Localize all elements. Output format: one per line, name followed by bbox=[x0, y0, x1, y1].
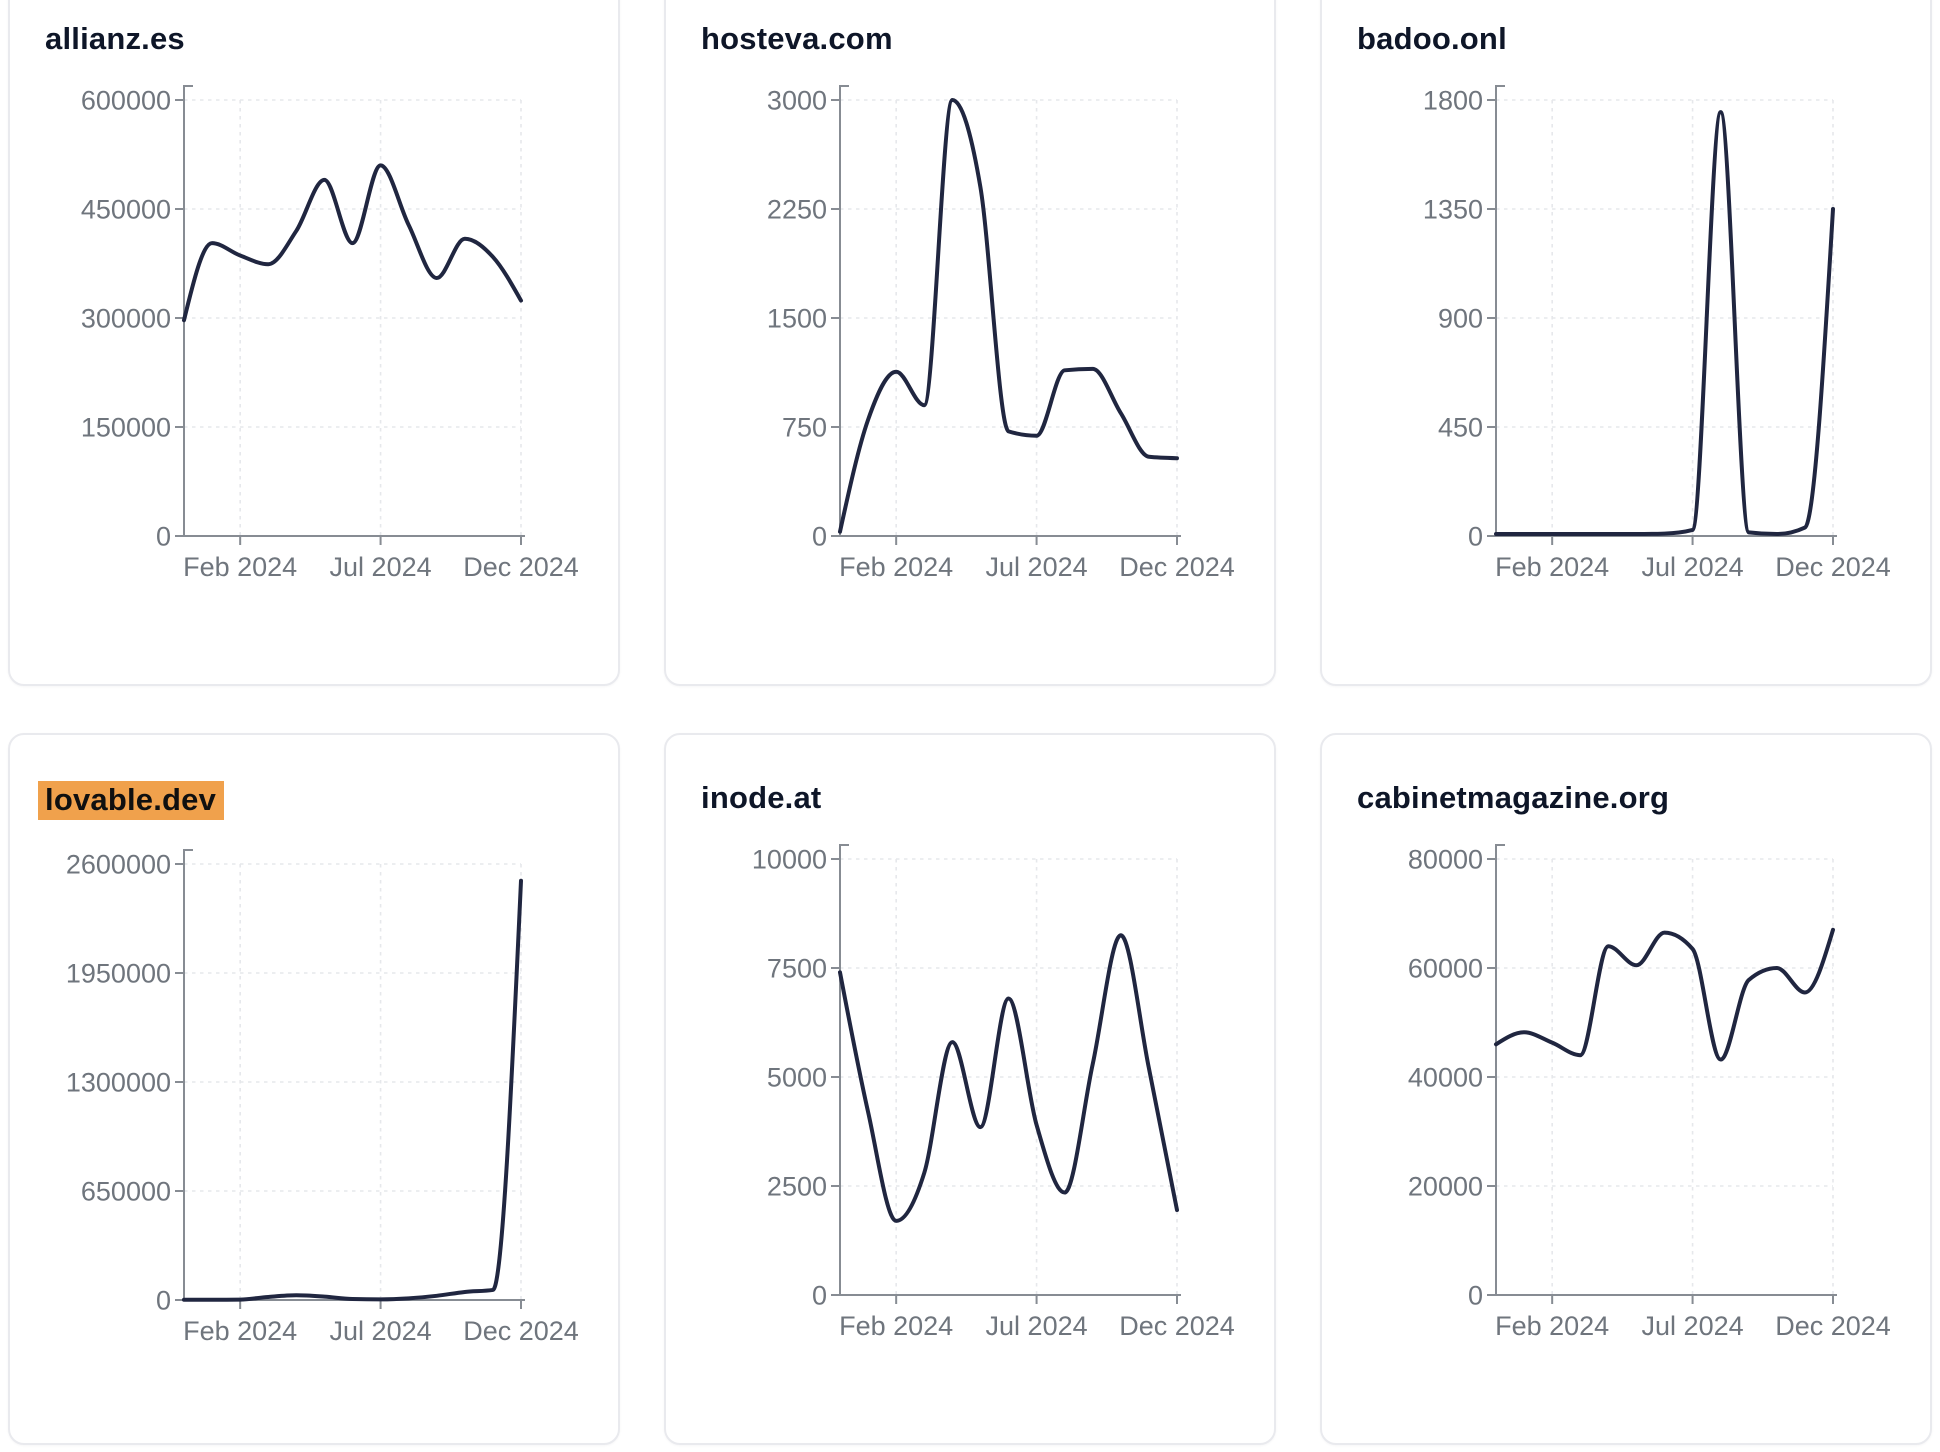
axes bbox=[831, 844, 1181, 1304]
chart-title: allianz.es bbox=[45, 22, 618, 56]
x-tick-label: Feb 2024 bbox=[839, 1311, 953, 1341]
y-tick-label: 650000 bbox=[81, 1176, 171, 1206]
y-tick-label: 900 bbox=[1438, 303, 1483, 333]
x-tick-label: Feb 2024 bbox=[183, 1316, 297, 1346]
series-line bbox=[1494, 110, 1835, 537]
chart-title: hosteva.com bbox=[701, 22, 1274, 56]
gridlines bbox=[184, 99, 522, 536]
y-tick-label: 0 bbox=[156, 521, 171, 551]
line-chart-badoo-onl: 0 450 900 1350 1800 Feb 2024 Jul 2024 Dec 2024 bbox=[1423, 85, 1891, 582]
gridlines bbox=[1496, 99, 1834, 536]
chart-title-text: cabinetmagazine.org bbox=[1357, 780, 1670, 815]
chart-title-text: allianz.es bbox=[45, 21, 185, 56]
chart-card-lovable-dev: lovable.dev 0 650000 1300000 1950000 2600000… bbox=[8, 733, 620, 1445]
y-tick-label: 10000 bbox=[752, 844, 827, 874]
series-line bbox=[838, 98, 1179, 534]
chart-card-cabinetmagazine-org: cabinetmagazine.org 0 20000 40000 60000 8000… bbox=[1320, 733, 1932, 1445]
chart-title: cabinetmagazine.org bbox=[1357, 781, 1930, 815]
chart-title: lovable.dev bbox=[38, 781, 618, 820]
y-tick-label: 1500 bbox=[767, 303, 827, 333]
x-tick-label: Dec 2024 bbox=[1119, 1311, 1235, 1341]
y-tick-label: 2250 bbox=[767, 194, 827, 224]
gridlines bbox=[184, 863, 522, 1300]
axes bbox=[1487, 844, 1837, 1304]
series-line bbox=[182, 163, 523, 323]
chart-title: inode.at bbox=[701, 781, 1274, 815]
x-tick-label: Jul 2024 bbox=[986, 552, 1088, 582]
line-chart-hosteva-com: 0 750 1500 2250 3000 Feb 2024 Jul 2024 Dec 2024 bbox=[767, 85, 1235, 582]
axes bbox=[1487, 85, 1837, 545]
y-tick-label: 0 bbox=[1468, 1280, 1483, 1310]
chart-card-allianz-es: allianz.es 0 150000 300000 450000 600000 Feb … bbox=[8, 0, 620, 686]
y-tick-label: 2600000 bbox=[66, 849, 171, 879]
chart-card-hosteva-com: hosteva.com 0 750 1500 2250 3000 Feb 2024 Jul … bbox=[664, 0, 1276, 686]
y-tick-label: 600000 bbox=[81, 85, 171, 115]
x-tick-label: Dec 2024 bbox=[463, 1316, 579, 1346]
x-tick-label: Feb 2024 bbox=[1495, 1311, 1609, 1341]
chart-title-text: badoo.onl bbox=[1357, 21, 1507, 56]
x-tick-label: Dec 2024 bbox=[463, 552, 579, 582]
chart-title-text: inode.at bbox=[701, 780, 822, 815]
y-tick-label: 1800 bbox=[1423, 85, 1483, 115]
y-tick-label: 300000 bbox=[81, 303, 171, 333]
x-tick-label: Feb 2024 bbox=[183, 552, 297, 582]
y-tick-label: 0 bbox=[1468, 521, 1483, 551]
y-tick-label: 2500 bbox=[767, 1171, 827, 1201]
x-tick-label: Feb 2024 bbox=[839, 552, 953, 582]
x-tick-label: Jul 2024 bbox=[1642, 1311, 1744, 1341]
chart-title-text-highlighted: lovable.dev bbox=[38, 781, 225, 820]
y-tick-label: 450 bbox=[1438, 412, 1483, 442]
gridlines bbox=[840, 858, 1178, 1295]
x-tick-label: Dec 2024 bbox=[1775, 1311, 1891, 1341]
chart-card-badoo-onl: badoo.onl 0 450 900 1350 1800 Feb 2024 Jul 202… bbox=[1320, 0, 1932, 686]
y-tick-label: 1300000 bbox=[66, 1067, 171, 1097]
series-line bbox=[838, 933, 1179, 1223]
x-tick-label: Dec 2024 bbox=[1119, 552, 1235, 582]
x-tick-label: Jul 2024 bbox=[330, 552, 432, 582]
gridlines bbox=[1496, 858, 1834, 1295]
line-chart-inode-at: 0 2500 5000 7500 10000 Feb 2024 Jul 2024 Dec 20… bbox=[752, 844, 1235, 1341]
line-chart-allianz-es: 0 150000 300000 450000 600000 Feb 2024 Jul 202… bbox=[81, 85, 579, 582]
axes bbox=[175, 85, 525, 545]
y-tick-label: 5000 bbox=[767, 1062, 827, 1092]
axes bbox=[831, 85, 1181, 545]
line-chart-lovable-dev: 0 650000 1300000 1950000 2600000 Feb 2024 Jul … bbox=[66, 849, 579, 1346]
x-tick-label: Jul 2024 bbox=[330, 1316, 432, 1346]
y-tick-label: 7500 bbox=[767, 953, 827, 983]
line-chart-cabinetmagazine-org: 0 20000 40000 60000 80000 Feb 2024 Jul 2024 Dec… bbox=[1408, 844, 1891, 1341]
y-tick-label: 0 bbox=[156, 1285, 171, 1315]
y-tick-label: 750 bbox=[782, 412, 827, 442]
gridlines bbox=[840, 99, 1178, 536]
chart-title-text: hosteva.com bbox=[701, 21, 893, 56]
series-line bbox=[1494, 927, 1835, 1062]
y-tick-label: 20000 bbox=[1408, 1171, 1483, 1201]
axes bbox=[175, 849, 525, 1309]
y-tick-label: 150000 bbox=[81, 412, 171, 442]
chart-card-inode-at: inode.at 0 2500 5000 7500 10000 Feb 2024 Jul 2… bbox=[664, 733, 1276, 1445]
chart-title: badoo.onl bbox=[1357, 22, 1930, 56]
y-tick-label: 40000 bbox=[1408, 1062, 1483, 1092]
y-tick-label: 1950000 bbox=[66, 958, 171, 988]
y-tick-label: 450000 bbox=[81, 194, 171, 224]
y-tick-label: 0 bbox=[812, 521, 827, 551]
x-tick-label: Feb 2024 bbox=[1495, 552, 1609, 582]
y-tick-label: 80000 bbox=[1408, 844, 1483, 874]
x-tick-label: Dec 2024 bbox=[1775, 552, 1891, 582]
series-line bbox=[182, 878, 523, 1302]
y-tick-label: 60000 bbox=[1408, 953, 1483, 983]
x-tick-label: Jul 2024 bbox=[1642, 552, 1744, 582]
y-tick-label: 1350 bbox=[1423, 194, 1483, 224]
y-tick-label: 0 bbox=[812, 1280, 827, 1310]
y-tick-label: 3000 bbox=[767, 85, 827, 115]
x-tick-label: Jul 2024 bbox=[986, 1311, 1088, 1341]
